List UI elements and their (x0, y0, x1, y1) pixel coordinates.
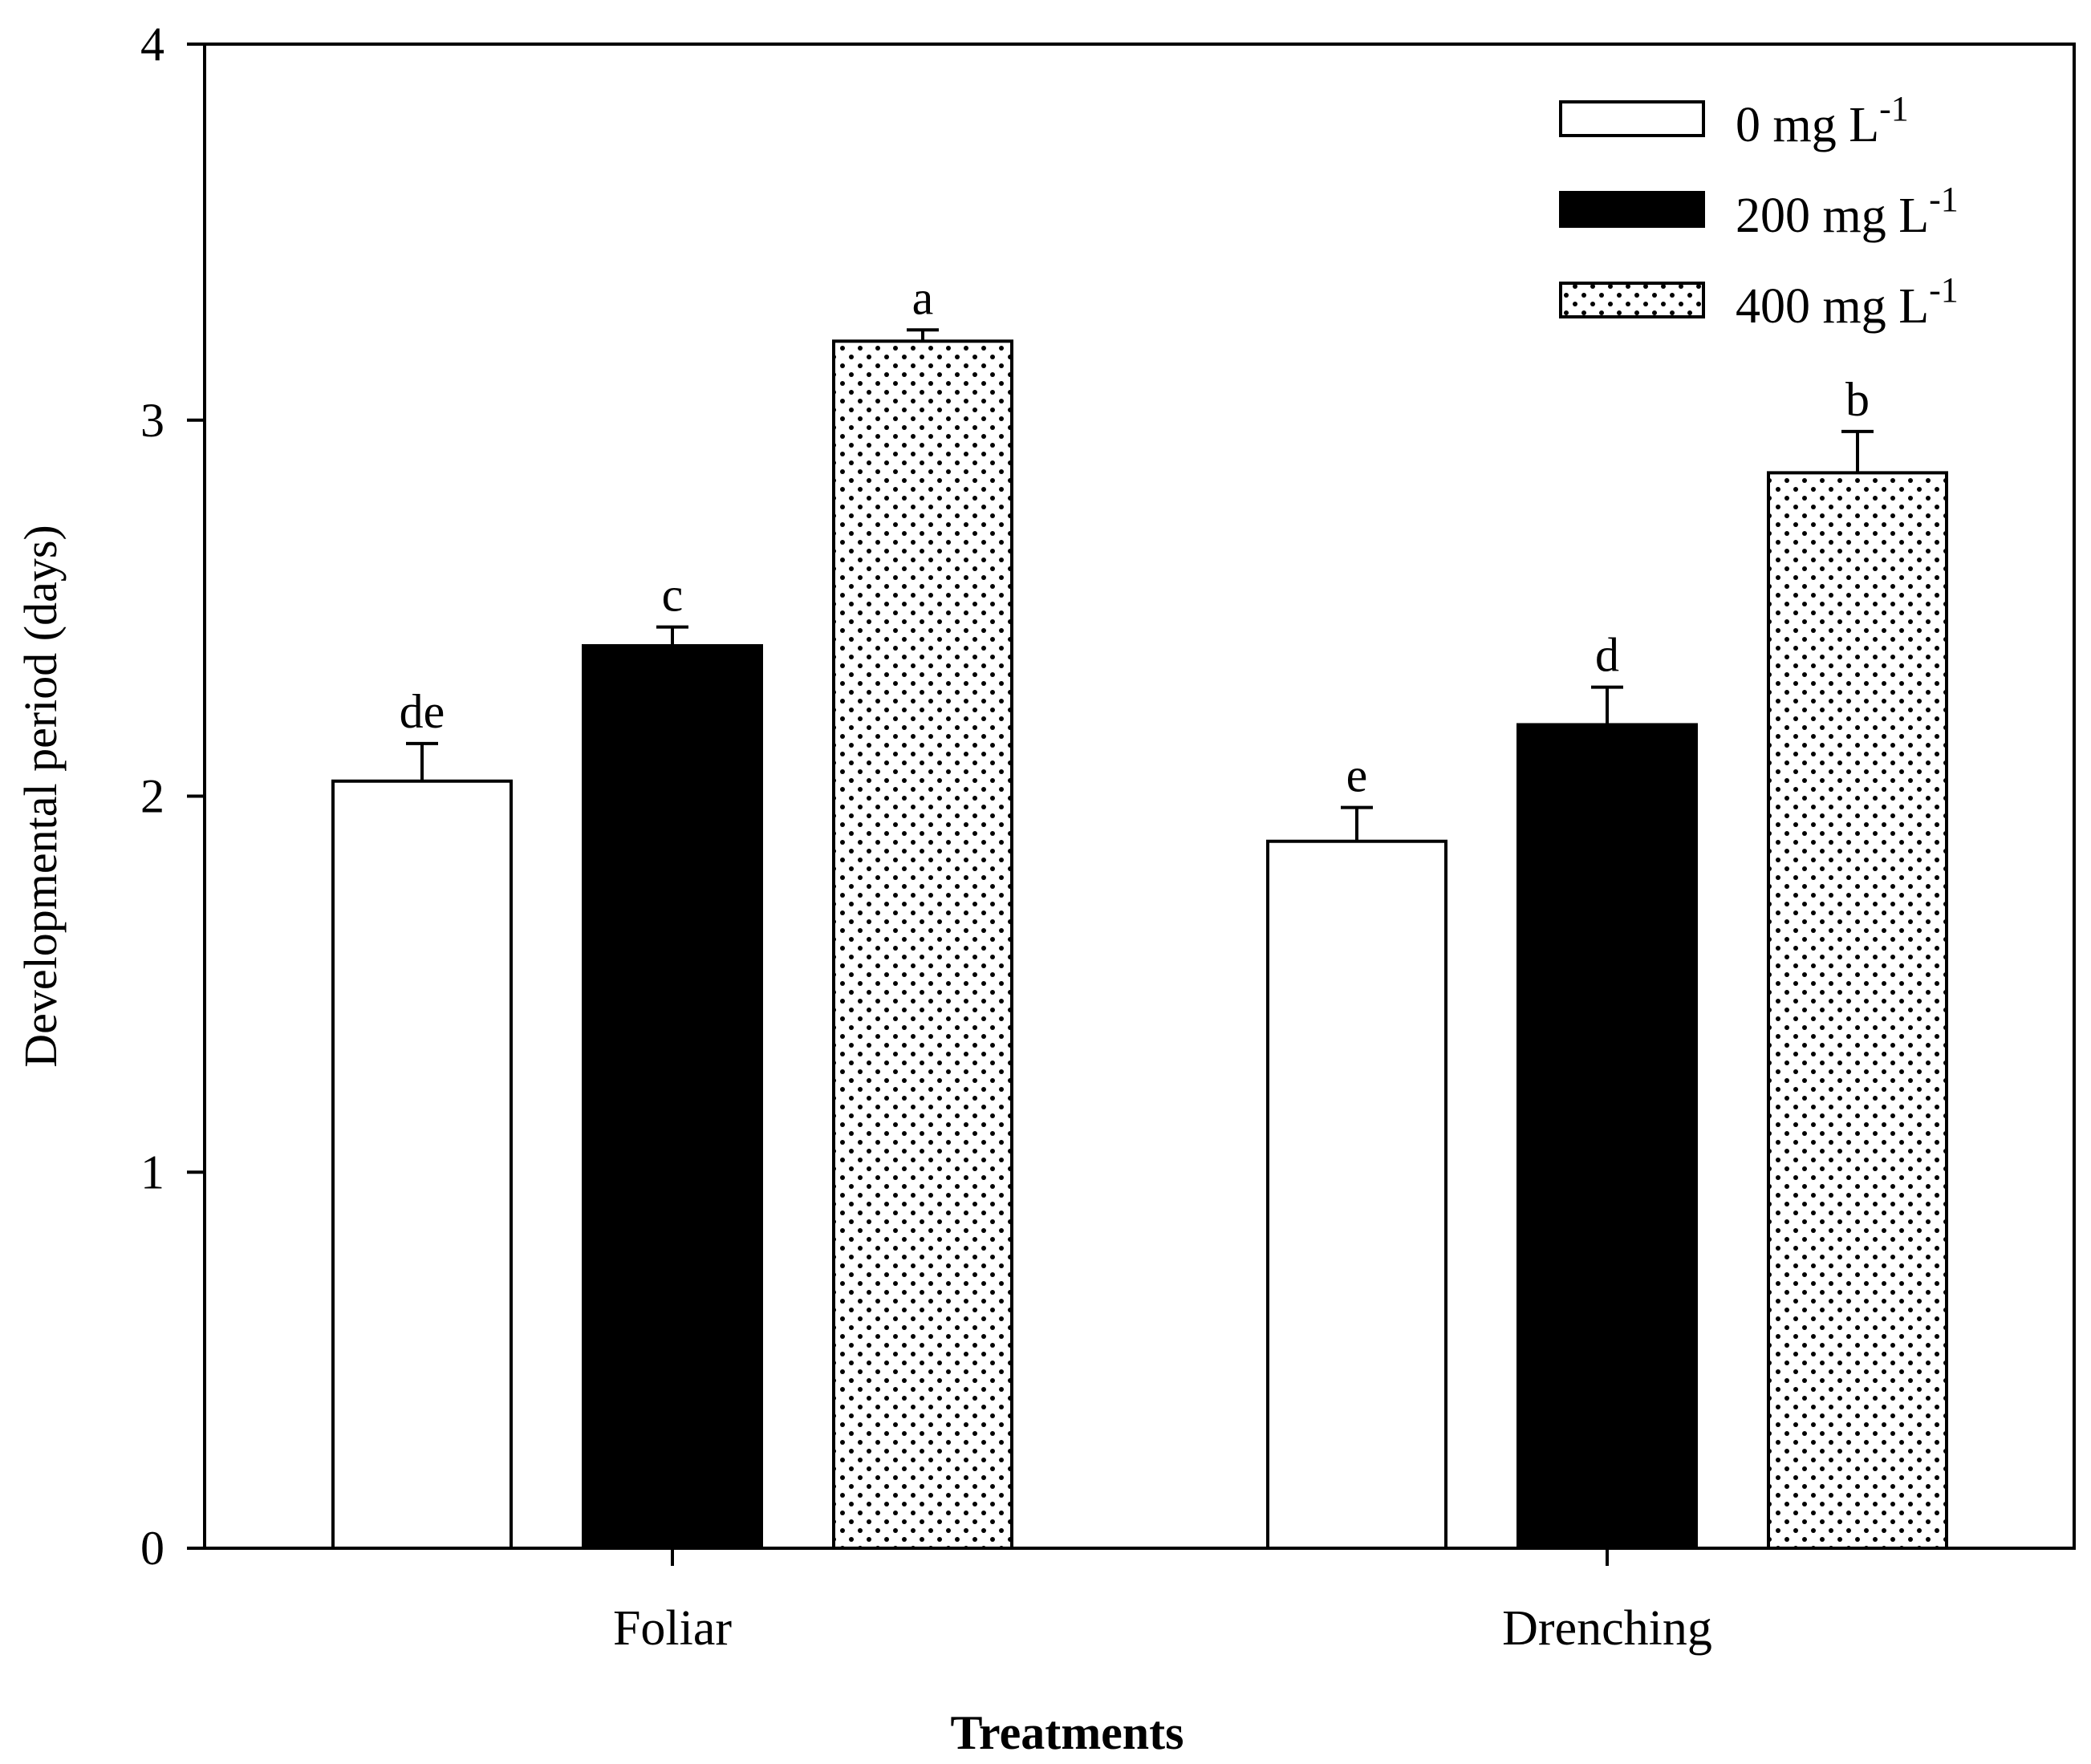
bar-drenching-2 (1767, 471, 1948, 1550)
legend: 0 mg L-1 200 mg L-1 400 mg L-1 (1559, 89, 1959, 334)
legend-label: 400 mg L-1 (1736, 270, 1959, 334)
bar-foliar-0 (331, 779, 513, 1550)
y-tick-label: 3 (140, 394, 164, 447)
bars-layer (331, 328, 1948, 1550)
legend-swatch (1559, 282, 1705, 318)
significance-letter: a (912, 271, 934, 324)
y-tick-label: 0 (140, 1522, 164, 1575)
legend-swatch (1559, 191, 1705, 228)
bar-drenching-0 (1266, 839, 1447, 1550)
legend-label: 200 mg L-1 (1736, 180, 1959, 243)
legend-swatch (1559, 100, 1705, 137)
labels-layer: de c a Foliar e d b Drenching 0 1 2 3 4 Developmental… (14, 18, 1870, 1759)
y-tick-label: 4 (140, 18, 164, 71)
significance-letter: e (1346, 749, 1368, 802)
x-axis-title: Treatments (950, 1706, 1184, 1759)
legend-label: 0 mg L-1 (1736, 89, 1909, 152)
y-tick-label: 2 (140, 770, 164, 823)
significance-letter: d (1595, 629, 1619, 682)
x-tick-label: Foliar (613, 1601, 732, 1656)
y-axis-title: Developmental period (days) (14, 525, 67, 1067)
axes-layer (187, 43, 2076, 1566)
significance-letter: c (662, 569, 684, 622)
significance-letter: de (400, 685, 445, 738)
y-tick-label: 1 (140, 1146, 164, 1198)
x-tick-label: Drenching (1502, 1601, 1712, 1656)
bar-foliar-2 (832, 339, 1013, 1550)
significance-letter: b (1845, 373, 1870, 426)
bar-foliar-1 (582, 644, 763, 1550)
bar-drenching-1 (1516, 723, 1698, 1550)
